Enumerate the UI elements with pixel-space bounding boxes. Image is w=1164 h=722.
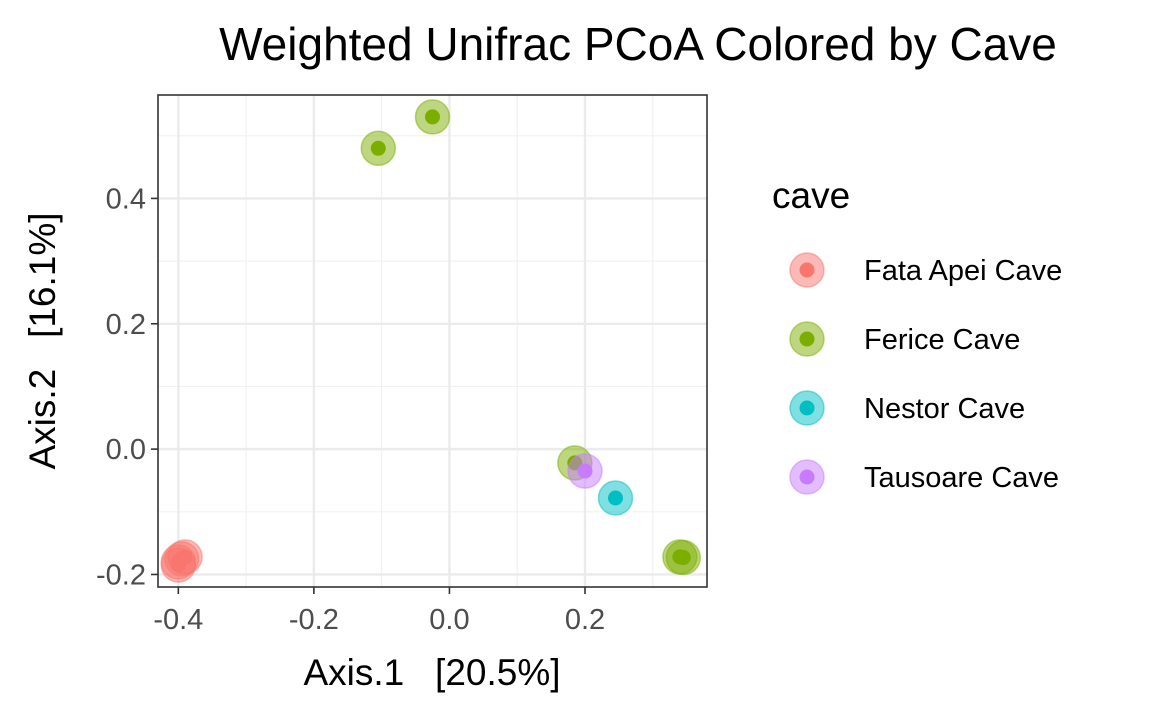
legend-key (799, 331, 815, 347)
legend-key (799, 469, 815, 485)
legend-title: cave (772, 175, 850, 216)
legend-label: Nestor Cave (864, 393, 1025, 425)
data-point (577, 463, 593, 479)
x-tick-label: -0.2 (289, 604, 339, 636)
data-point (608, 490, 623, 506)
points (160, 99, 702, 583)
plot-panel-border (157, 94, 708, 588)
chart-title: Weighted Unifrac PCoA Colored by Cave (219, 18, 1057, 70)
x-axis-label: Axis.1 [20.5%] (303, 652, 560, 693)
y-tick-label: -0.2 (96, 559, 146, 591)
legend-label: Tausoare Cave (864, 462, 1059, 494)
legend-key (799, 262, 815, 278)
data-point (425, 109, 440, 125)
data-point (170, 557, 186, 573)
axes: -0.4 -0.2 0.0 0.2-0.20.00.20.4 (96, 183, 605, 636)
legend-key (799, 400, 815, 416)
legend-label: Ferice Cave (864, 324, 1020, 356)
grid (158, 95, 707, 587)
y-axis-label: Axis.2 [16.1%] (22, 212, 63, 469)
data-point (370, 140, 386, 156)
legend: cave Fata Apei Cave Ferice Cave Nestor Cav… (772, 175, 1062, 495)
data-point (675, 550, 691, 566)
x-tick-label: 0.0 (429, 604, 469, 636)
y-tick-label: 0.2 (106, 309, 146, 341)
x-tick-label: 0.2 (565, 604, 605, 636)
legend-label: Fata Apei Cave (864, 255, 1062, 287)
y-tick-label: 0.0 (106, 434, 146, 466)
x-tick-label: -0.4 (153, 604, 203, 636)
y-tick-label: 0.4 (106, 183, 146, 215)
